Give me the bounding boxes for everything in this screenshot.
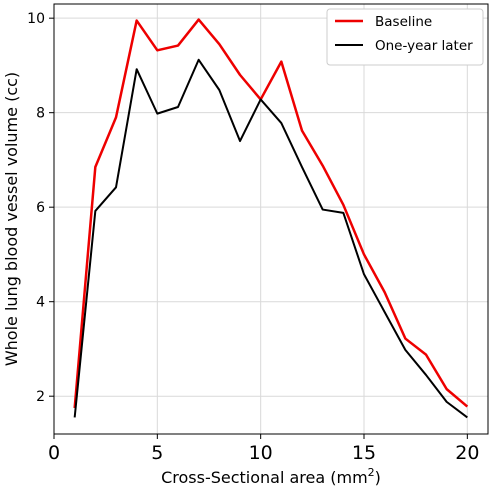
x-tick-label: 15 bbox=[352, 442, 376, 464]
series-line-baseline bbox=[73, 18, 469, 409]
x-tick-label: 5 bbox=[151, 442, 163, 464]
plot-frame bbox=[53, 3, 489, 435]
y-tick-label: 6 bbox=[36, 200, 45, 216]
x-tick-label: 0 bbox=[48, 442, 60, 464]
y-tick-label: 2 bbox=[36, 389, 45, 405]
x-axis-label-close: ) bbox=[375, 468, 381, 487]
x-tick-label: 20 bbox=[455, 442, 479, 464]
y-tick-label: 8 bbox=[36, 106, 45, 122]
legend-box bbox=[326, 8, 484, 66]
legend-label-baseline: Baseline bbox=[375, 14, 432, 30]
y-axis-label: Whole lung blood vessel volume (cc) bbox=[2, 72, 21, 366]
x-axis-label: Cross-Sectional area (mm2) bbox=[161, 466, 381, 487]
y-tick-label: 10 bbox=[27, 11, 45, 27]
plot-area bbox=[54, 4, 488, 434]
series-lines bbox=[73, 18, 469, 419]
x-tick-label: 10 bbox=[249, 442, 273, 464]
y-tick-label: 4 bbox=[36, 295, 45, 311]
x-axis-label-superscript: 2 bbox=[368, 466, 375, 479]
axis-ticks: 0 5 10 15 20 2 4 6 8 10 bbox=[27, 11, 479, 464]
legend: Baseline One-year later bbox=[326, 8, 484, 66]
legend-label-one-year-later: One-year later bbox=[375, 38, 473, 54]
series-line-one-year-later bbox=[73, 58, 468, 419]
